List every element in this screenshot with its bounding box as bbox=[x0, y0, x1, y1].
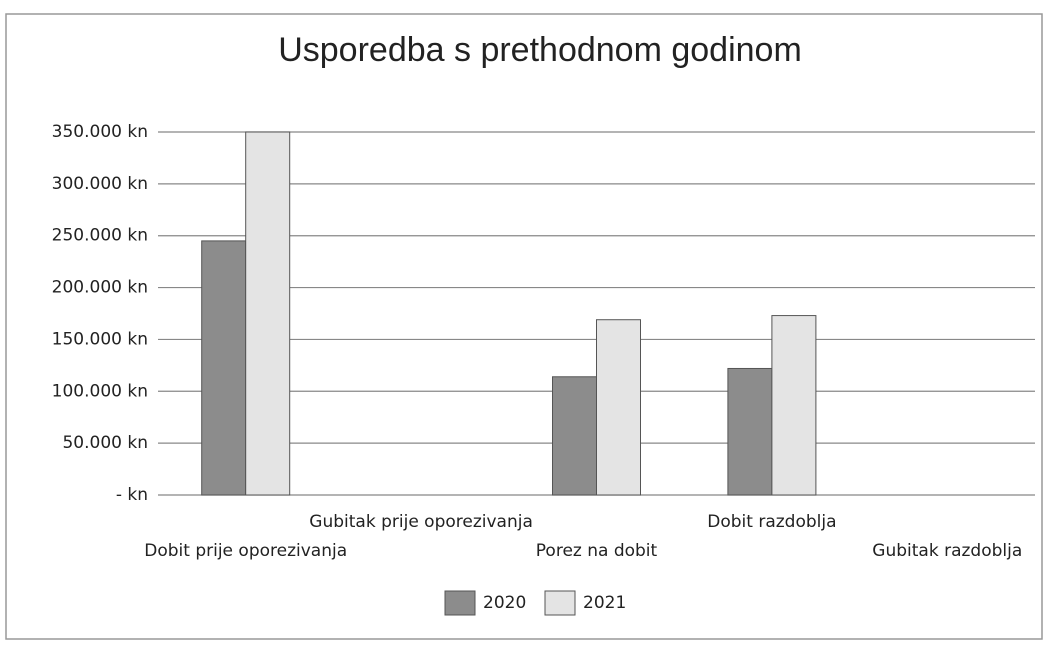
bar bbox=[201, 240, 247, 496]
bar bbox=[596, 319, 641, 496]
y-tick-label: 300.000 kn bbox=[52, 174, 148, 194]
y-tick-label: 350.000 kn bbox=[52, 122, 148, 142]
y-tick-label: 150.000 kn bbox=[52, 329, 148, 349]
bar bbox=[245, 131, 291, 496]
y-tick-label: 50.000 kn bbox=[62, 433, 148, 453]
x-tick-label: Gubitak razdoblja bbox=[872, 541, 1022, 561]
x-tick-label: Dobit prije oporezivanja bbox=[144, 541, 347, 561]
y-tick-label: 200.000 kn bbox=[52, 278, 148, 298]
legend-label: 2021 bbox=[583, 593, 626, 613]
bar bbox=[727, 367, 773, 496]
bar bbox=[552, 376, 597, 496]
x-tick-label: Gubitak prije oporezivanja bbox=[309, 512, 533, 532]
legend-swatch bbox=[444, 590, 476, 616]
legend-swatch bbox=[544, 590, 576, 616]
x-tick-label: Porez na dobit bbox=[536, 541, 658, 561]
bar bbox=[771, 315, 817, 496]
legend-label: 2020 bbox=[483, 593, 526, 613]
chart-title: Usporedba s prethodnom godinom bbox=[278, 31, 802, 69]
y-tick-label: 100.000 kn bbox=[52, 381, 148, 401]
x-tick-label: Dobit razdoblja bbox=[707, 512, 836, 532]
y-tick-label: - kn bbox=[116, 485, 148, 505]
chart-frame bbox=[5, 13, 1043, 640]
y-tick-label: 250.000 kn bbox=[52, 226, 148, 246]
